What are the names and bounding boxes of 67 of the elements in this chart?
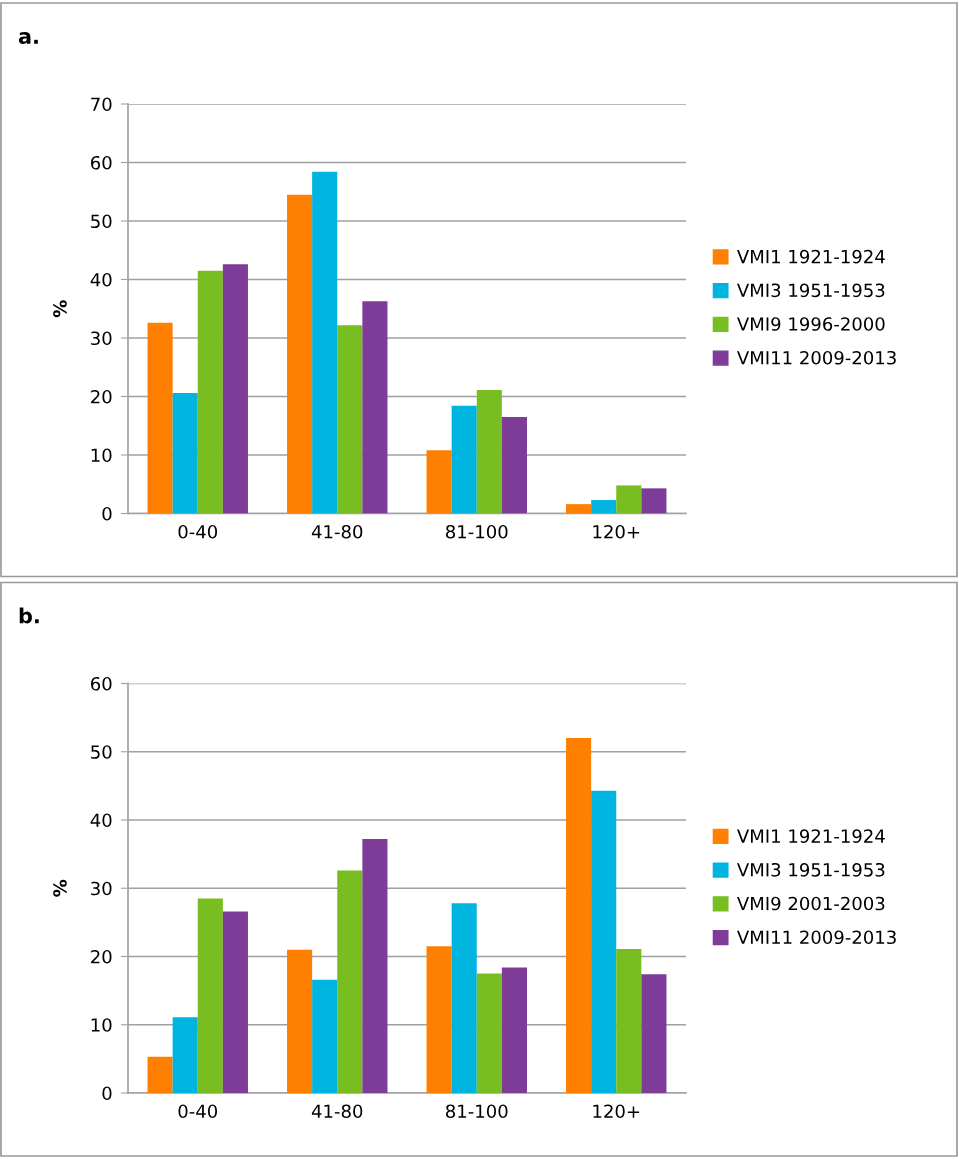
bar: [426, 946, 452, 1093]
legend-label: VMI3 1951-1953: [737, 862, 885, 877]
y-tick-label: 20: [91, 389, 112, 404]
bar: [222, 911, 248, 1093]
y-axis-title: %: [53, 300, 67, 318]
x-tick-label: 120+: [593, 524, 640, 539]
bar: [591, 790, 617, 1093]
legend-label: VMI3 1951-1953: [737, 283, 885, 298]
legend-label: VMI9 1996-2000: [737, 317, 885, 331]
bar: [501, 416, 527, 514]
bar: [222, 264, 248, 514]
legend-label: VMI1 1921-1924: [737, 249, 885, 264]
legend-label: VMI9 2001-2003: [737, 896, 885, 911]
bar: [641, 488, 667, 514]
y-tick-label: 60: [91, 155, 112, 170]
y-tick-label: 50: [91, 214, 112, 229]
bar: [337, 325, 363, 514]
bar: [312, 979, 338, 1093]
bar: [426, 450, 452, 514]
legend-label: VMI1 1921-1924: [737, 829, 885, 843]
bar: [337, 870, 363, 1093]
x-tick-label: 41-80: [311, 1104, 363, 1119]
bar: [197, 270, 223, 514]
bar: [147, 1056, 173, 1093]
bar: [501, 967, 527, 1093]
chart-title: a.: [18, 32, 38, 45]
y-tick-label: 40: [90, 813, 112, 828]
x-tick-label: 41-80: [311, 524, 363, 539]
y-tick-label: 30: [91, 881, 112, 896]
bar: [566, 504, 592, 514]
x-tick-label: 0-40: [178, 524, 218, 539]
x-tick-label: 0-40: [178, 1104, 218, 1119]
chart-title: b.: [19, 607, 39, 624]
bar: [362, 301, 388, 514]
bar: [616, 485, 642, 514]
bar: [476, 390, 502, 514]
bar: [287, 194, 313, 514]
bar: [451, 405, 477, 514]
legend-label: VMI11 2009-2013: [737, 930, 896, 945]
y-tick-label: 50: [91, 745, 112, 759]
y-axis-title: %: [53, 879, 67, 897]
y-tick-label: 10: [91, 1018, 112, 1032]
bar: [476, 973, 502, 1093]
y-tick-label: 0: [102, 506, 112, 521]
x-tick-label: 81-100: [446, 524, 508, 539]
bar: [197, 898, 223, 1093]
bar: [591, 500, 617, 514]
bar: [172, 1017, 198, 1093]
bar: [172, 392, 198, 514]
bar: [451, 903, 477, 1093]
legend-label: VMI11 2009-2013: [737, 350, 896, 365]
bar: [362, 839, 388, 1093]
y-tick-label: 30: [91, 331, 112, 346]
y-tick-label: 40: [90, 272, 112, 287]
y-tick-label: 10: [91, 448, 112, 463]
y-tick-label: 70: [91, 97, 112, 112]
y-tick-label: 60: [91, 676, 112, 691]
bar: [641, 974, 667, 1093]
bar: [616, 948, 642, 1093]
x-tick-label: 81-100: [446, 1104, 508, 1119]
bar: [147, 322, 173, 514]
bar: [287, 949, 313, 1093]
x-tick-label: 120+: [593, 1104, 640, 1119]
bar: [566, 738, 592, 1093]
y-tick-label: 20: [91, 949, 112, 964]
bar: [312, 171, 338, 514]
y-tick-label: 0: [102, 1086, 112, 1101]
